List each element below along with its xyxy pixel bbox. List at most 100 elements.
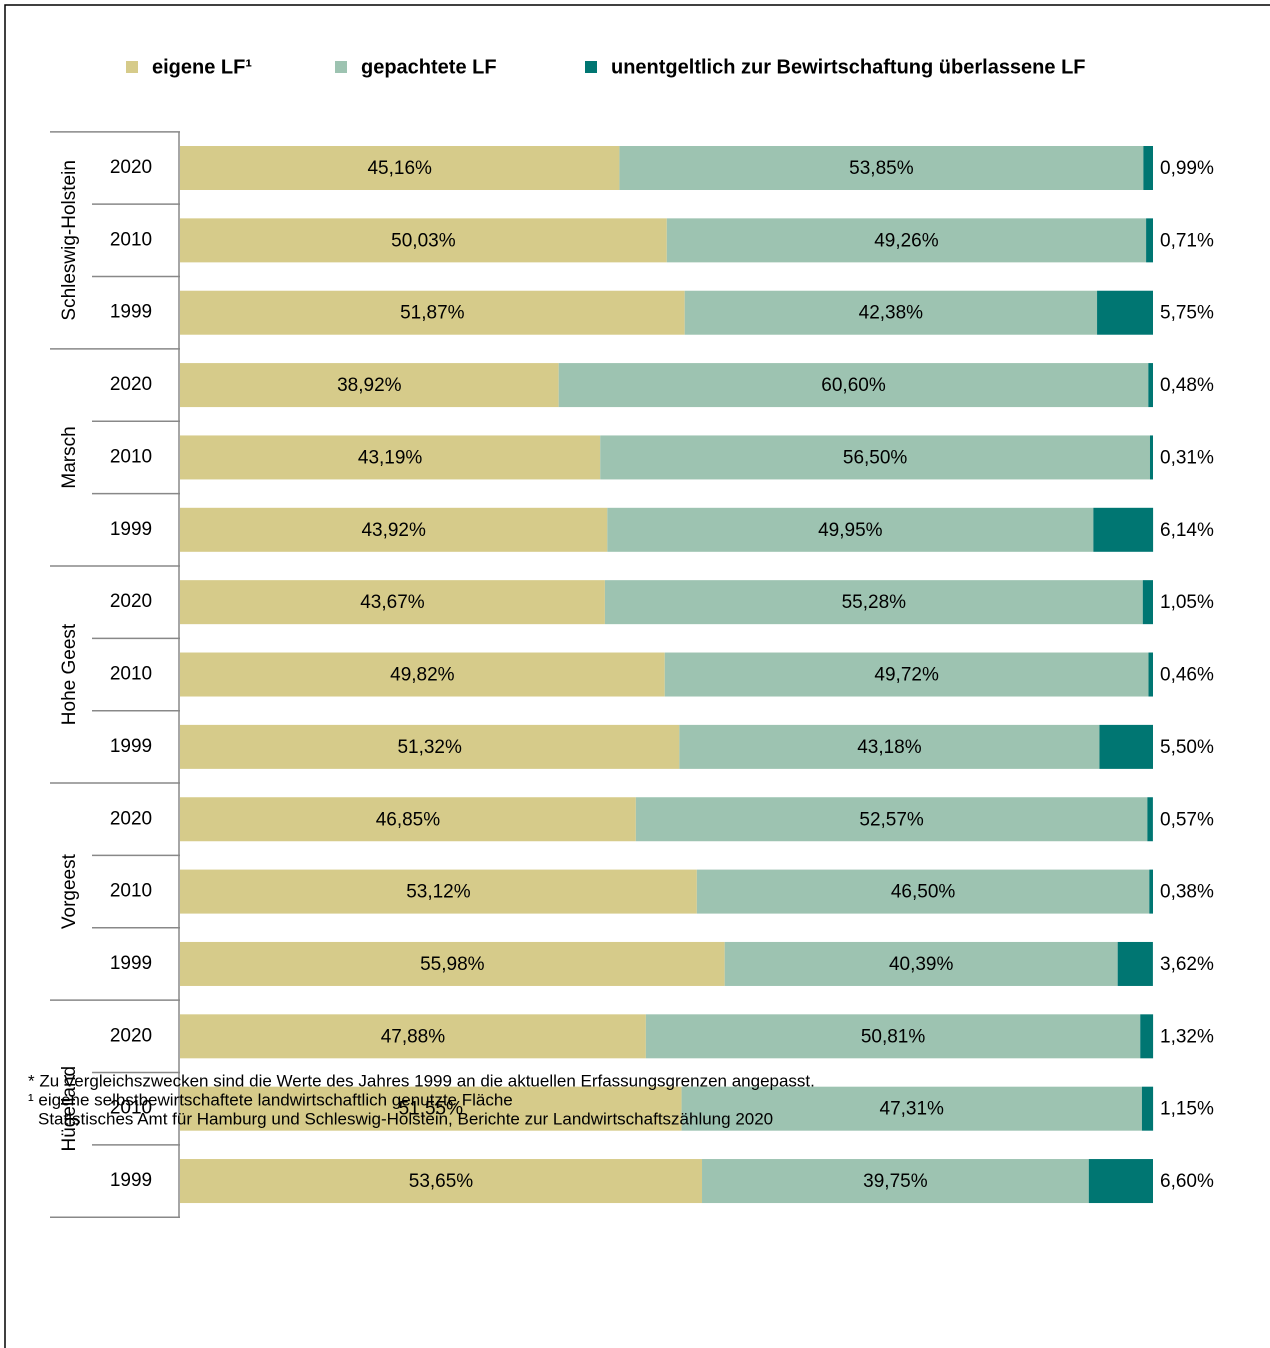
value-label: 0,46% xyxy=(1160,665,1214,686)
value-label: 51,32% xyxy=(397,737,462,758)
bar-segment xyxy=(1093,507,1154,552)
value-label: 47,88% xyxy=(381,1026,446,1047)
bar-segment xyxy=(180,146,620,190)
bar-segment xyxy=(1149,869,1153,914)
bar-segment xyxy=(1148,363,1153,408)
value-label: 1,15% xyxy=(1160,1099,1214,1120)
bar-segment xyxy=(635,797,1148,842)
group-label: Hohe Geest xyxy=(59,623,80,725)
value-label: 56,50% xyxy=(843,447,908,468)
bar-segment xyxy=(180,797,636,842)
bar-segment xyxy=(180,652,665,697)
y-tick-label: 2020 xyxy=(110,374,152,395)
bar-segment xyxy=(1142,580,1153,625)
y-tick-label: 1999 xyxy=(110,302,152,323)
value-label: 47,31% xyxy=(880,1099,945,1120)
value-label: 52,57% xyxy=(859,809,924,830)
value-label: 0,38% xyxy=(1160,882,1214,903)
value-label: 5,50% xyxy=(1160,737,1214,758)
value-label: 53,85% xyxy=(849,158,914,179)
bar-segment xyxy=(1099,724,1153,769)
value-label: 0,71% xyxy=(1160,230,1214,251)
y-tick-label: 1999 xyxy=(110,519,152,540)
value-label: 43,19% xyxy=(358,447,423,468)
value-label: 0,57% xyxy=(1160,809,1214,830)
group-label: Vorgeest xyxy=(59,853,80,929)
bar-segment xyxy=(681,1086,1142,1131)
legend-label: unentgeltlich zur Bewirtschaftung überla… xyxy=(611,56,1086,78)
bar-segment xyxy=(1117,941,1153,986)
value-label: 50,03% xyxy=(391,230,456,251)
footnote: Statistisches Amt für Hamburg und Schles… xyxy=(38,1109,773,1128)
value-label: 51,87% xyxy=(400,303,465,324)
group-label: Schleswig-Holstein xyxy=(59,160,80,321)
footnote: ¹ eigene selbstbewirtschaftete landwirts… xyxy=(28,1090,513,1109)
bar-segment xyxy=(180,1014,646,1059)
value-label: 6,60% xyxy=(1160,1171,1214,1192)
bar-segment xyxy=(604,580,1143,625)
value-label: 43,18% xyxy=(857,737,922,758)
bar-segment xyxy=(180,1086,682,1131)
bar-segment xyxy=(180,941,725,986)
legend-swatch xyxy=(335,61,347,73)
bar-segment xyxy=(1141,1086,1154,1131)
bar-segment xyxy=(180,363,559,408)
bar-segment xyxy=(180,218,667,263)
value-label: 49,82% xyxy=(390,665,455,686)
y-tick-label: 2020 xyxy=(110,808,152,829)
value-label: 3,62% xyxy=(1160,954,1214,975)
y-tick-label: 1999 xyxy=(110,1170,152,1191)
value-label: 49,26% xyxy=(874,230,939,251)
y-tick-label: 2010 xyxy=(110,664,152,685)
bar-segment xyxy=(600,435,1150,480)
bar-segment xyxy=(1149,435,1153,480)
bar-segment xyxy=(1097,290,1153,335)
value-label: 0,48% xyxy=(1160,375,1214,396)
legend-swatch xyxy=(585,61,597,73)
group-label: Marsch xyxy=(59,426,80,488)
value-label: 55,98% xyxy=(420,954,485,975)
bar-segment xyxy=(619,146,1144,190)
y-tick-label: 1999 xyxy=(110,953,152,974)
y-tick-label: 2010 xyxy=(110,881,152,902)
bar-segment xyxy=(607,507,1094,552)
value-label: 38,92% xyxy=(337,375,402,396)
bar-segment xyxy=(1088,1159,1153,1204)
bar-segment xyxy=(558,363,1149,408)
value-label: 0,31% xyxy=(1160,447,1214,468)
bar-segment xyxy=(1147,797,1153,842)
value-label: 55,28% xyxy=(842,592,907,613)
value-label: 53,65% xyxy=(409,1171,474,1192)
value-label: 53,12% xyxy=(406,882,471,903)
value-label: 43,67% xyxy=(360,592,425,613)
y-tick-label: 2020 xyxy=(110,157,152,178)
y-tick-label: 2010 xyxy=(110,229,152,250)
bar-segment xyxy=(1140,1014,1154,1059)
value-label: 46,50% xyxy=(891,882,956,903)
value-label: 1,05% xyxy=(1160,592,1214,613)
bar-segment xyxy=(180,290,685,335)
value-label: 46,85% xyxy=(376,809,441,830)
y-tick-label: 2010 xyxy=(110,1098,152,1119)
value-label: 51,55% xyxy=(399,1099,464,1120)
value-label: 5,75% xyxy=(1160,303,1214,324)
bar-segment xyxy=(724,941,1118,986)
bar-segment xyxy=(180,724,680,769)
bar-segment xyxy=(180,1159,703,1204)
legend-label: gepachtete LF xyxy=(361,56,497,78)
bar-segment xyxy=(1148,652,1153,697)
bar-segment xyxy=(645,1014,1141,1059)
value-label: 42,38% xyxy=(859,303,924,324)
value-label: 50,81% xyxy=(861,1026,926,1047)
bar-segment xyxy=(684,290,1098,335)
bar-segment xyxy=(664,652,1149,697)
value-label: 0,99% xyxy=(1160,158,1214,179)
y-tick-label: 1999 xyxy=(110,736,152,757)
value-label: 45,16% xyxy=(367,158,432,179)
value-label: 43,92% xyxy=(361,520,426,541)
bar-segment xyxy=(1146,218,1153,263)
bar-segment xyxy=(180,580,605,625)
value-label: 49,95% xyxy=(818,520,883,541)
y-tick-label: 2010 xyxy=(110,446,152,467)
